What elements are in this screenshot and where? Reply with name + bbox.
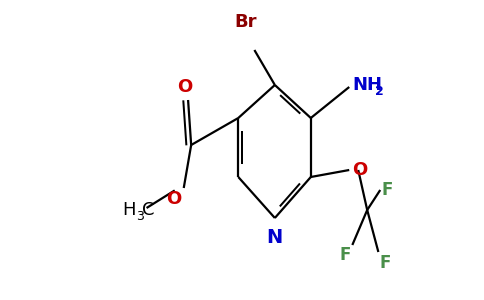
Text: O: O bbox=[166, 190, 182, 208]
Text: 3: 3 bbox=[136, 210, 144, 223]
Text: NH: NH bbox=[352, 76, 382, 94]
Text: N: N bbox=[267, 228, 283, 247]
Text: F: F bbox=[382, 181, 393, 199]
Text: Br: Br bbox=[234, 13, 257, 31]
Text: 2: 2 bbox=[375, 85, 384, 98]
Text: F: F bbox=[339, 247, 351, 265]
Text: F: F bbox=[380, 254, 391, 272]
Text: C: C bbox=[142, 201, 154, 219]
Text: O: O bbox=[352, 161, 367, 179]
Text: H: H bbox=[122, 201, 136, 219]
Text: O: O bbox=[178, 77, 193, 95]
